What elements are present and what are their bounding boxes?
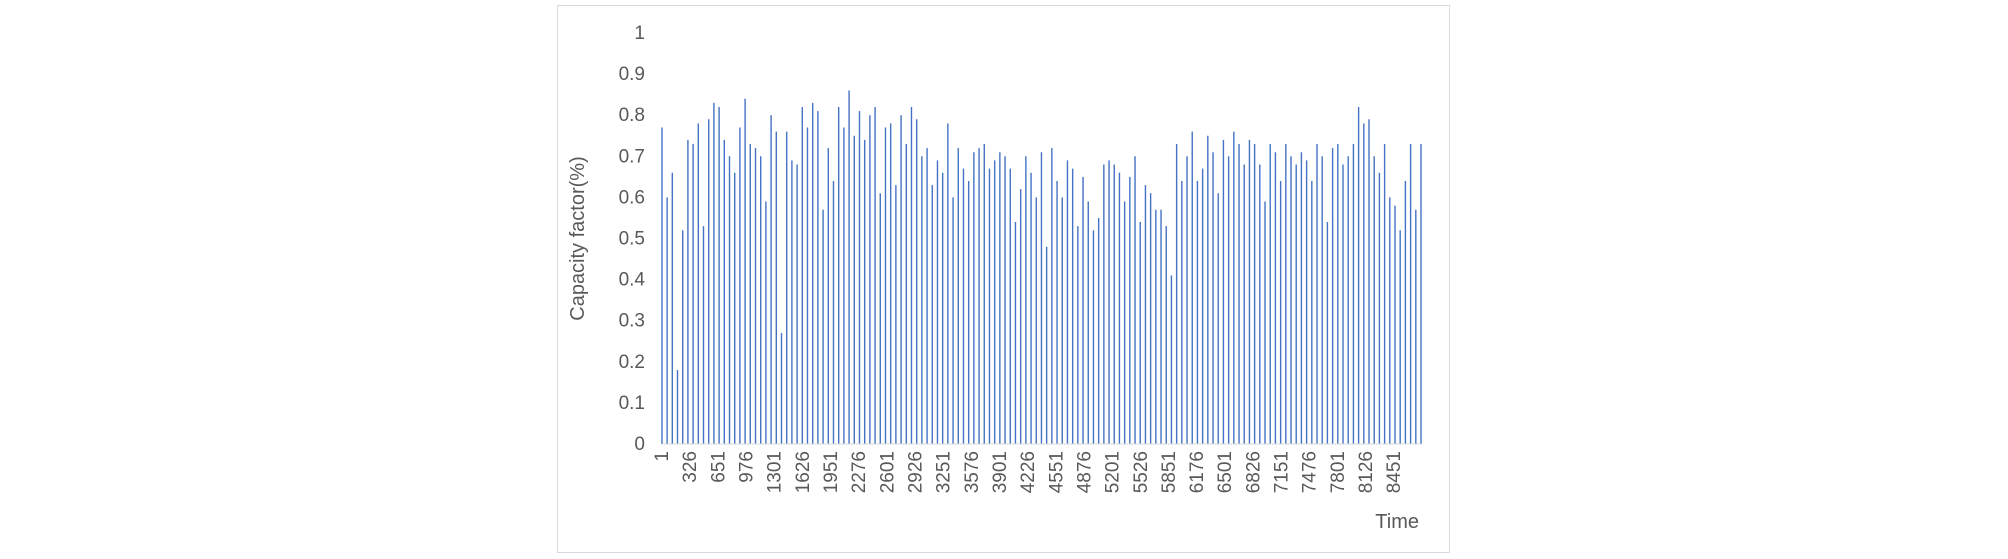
capacity-factor-chart: 0 0.1 0.2 0.3 0.4 0.5 0.6 0.7 0.8 0.9 1 1 326 651 976… <box>567 23 1422 533</box>
x-tick-label: 1626 <box>793 451 814 493</box>
x-tick-label: 7476 <box>1300 451 1321 493</box>
y-tick-label: 0.5 <box>619 229 645 250</box>
y-tick-label: 0.8 <box>619 105 645 126</box>
x-tick-label: 3576 <box>962 451 983 493</box>
x-tick-label: 6501 <box>1215 451 1236 493</box>
y-axis-title: Capacity factor(%) <box>567 156 589 321</box>
x-tick-label: 4551 <box>1046 451 1067 493</box>
x-tick-label: 651 <box>708 451 729 483</box>
x-tick-label: 8451 <box>1384 451 1405 493</box>
y-axis-ticks: 0 0.1 0.2 0.3 0.4 0.5 0.6 0.7 0.8 0.9 1 <box>619 23 646 455</box>
x-tick-label: 2601 <box>877 451 898 493</box>
y-tick-label: 0 <box>634 434 645 455</box>
x-tick-label: 976 <box>736 451 757 483</box>
chart-frame: 0 0.1 0.2 0.3 0.4 0.5 0.6 0.7 0.8 0.9 1 1 326 651 976… <box>557 5 1450 553</box>
x-tick-label: 7801 <box>1328 451 1349 493</box>
x-tick-label: 3251 <box>934 451 955 493</box>
x-tick-label: 6176 <box>1187 451 1208 493</box>
x-tick-label: 5851 <box>1159 451 1180 493</box>
y-tick-label: 0.7 <box>619 146 645 167</box>
y-tick-label: 1 <box>634 23 645 44</box>
x-tick-label: 2276 <box>849 451 870 493</box>
x-tick-label: 1951 <box>821 451 842 493</box>
y-tick-label: 0.2 <box>619 352 645 373</box>
x-tick-label: 326 <box>680 451 701 483</box>
y-tick-label: 0.3 <box>619 311 645 332</box>
bar-series <box>661 90 1422 444</box>
x-axis-title: Time <box>1375 511 1419 533</box>
x-tick-label: 5201 <box>1103 451 1124 493</box>
x-tick-label: 2926 <box>905 451 926 493</box>
x-tick-label: 4226 <box>1018 451 1039 493</box>
x-tick-label: 4876 <box>1074 451 1095 493</box>
x-tick-label: 3901 <box>990 451 1011 493</box>
x-tick-label: 5526 <box>1131 451 1152 493</box>
x-tick-label: 7151 <box>1272 451 1293 493</box>
y-tick-label: 0.1 <box>619 393 645 414</box>
x-tick-label: 6826 <box>1243 451 1264 493</box>
x-tick-label: 1 <box>652 451 673 462</box>
x-axis-ticks: 1 326 651 976 1301 1626 1951 2276 2601 2926 3251 35… <box>652 451 1405 493</box>
x-tick-label: 1301 <box>765 451 786 493</box>
y-tick-label: 0.6 <box>619 187 645 208</box>
y-tick-label: 0.9 <box>619 64 645 85</box>
x-tick-label: 8126 <box>1356 451 1377 493</box>
y-tick-label: 0.4 <box>619 270 646 291</box>
